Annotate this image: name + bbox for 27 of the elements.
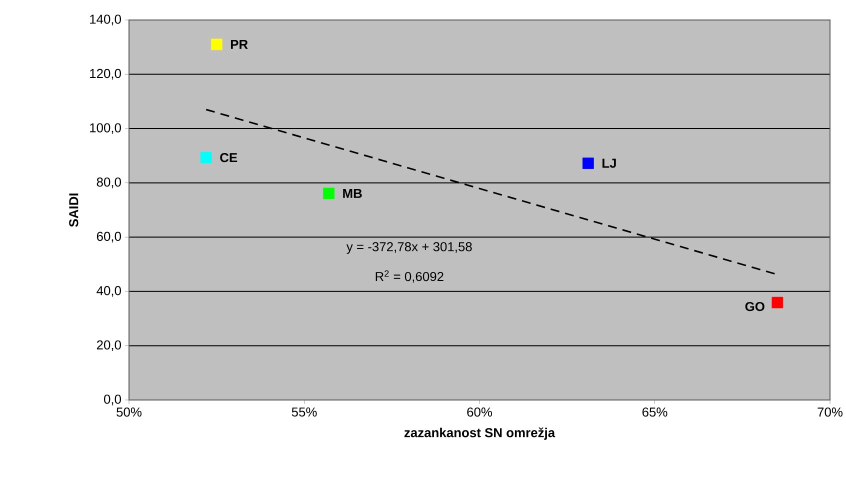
annotation: y = -372,78x + 301,58 [346, 242, 472, 254]
point [200, 152, 212, 164]
annotation: PR [230, 40, 248, 49]
x-axis-title: zazankanost SN omrežja [404, 427, 556, 440]
y-tick-label: 120,0 [90, 68, 121, 80]
y-axis-title: SAIDI [69, 194, 78, 227]
annotation: GO [745, 302, 764, 312]
point [772, 296, 784, 308]
annotation: MB [343, 188, 362, 198]
point [582, 158, 594, 169]
y-tick-label: 140,0 [90, 14, 121, 26]
point [323, 188, 334, 200]
x-tick-label: 70% [818, 407, 843, 417]
y-tick-label: 60,0 [96, 232, 121, 242]
annotation: LJ [602, 158, 616, 168]
x-tick-label: 55% [292, 407, 317, 417]
y-tick-label: 20,0 [96, 340, 121, 352]
x-tick-label: 60% [467, 407, 492, 417]
x-tick-label: 65% [642, 407, 668, 417]
y-tick-label: 100,0 [90, 123, 121, 134]
y-tick-label: 80,0 [96, 177, 121, 188]
point [210, 38, 222, 50]
x-tick-label: 50% [116, 407, 142, 417]
annotation: R$^{2}$ = 0,6092 [376, 270, 444, 283]
y-tick-label: 40,0 [96, 286, 121, 297]
annotation: CE [220, 153, 238, 162]
y-tick-label: 0,0 [104, 394, 122, 406]
